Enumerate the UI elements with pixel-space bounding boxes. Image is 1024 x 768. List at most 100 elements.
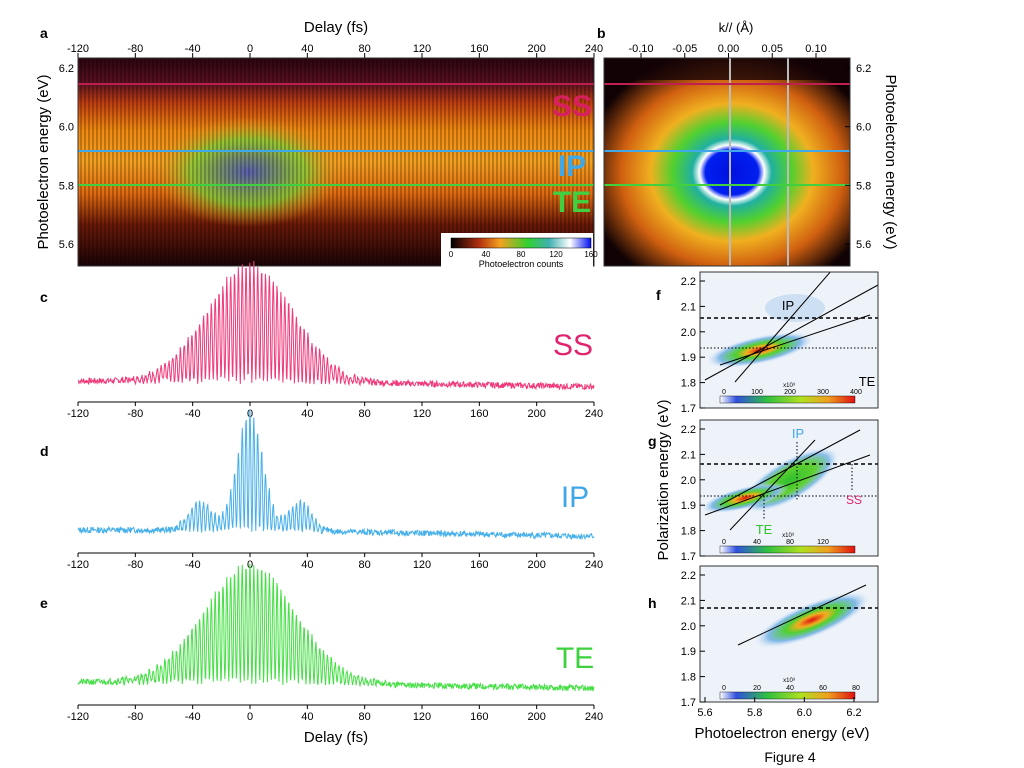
ip-trace: [77, 409, 595, 541]
k-tick-label: -0.10: [628, 43, 653, 55]
pe-x-tick-label: 6.0: [797, 707, 812, 719]
pe-ticks-right: 6.2 6.0 5.8 5.6: [845, 63, 871, 251]
panel-e: e -120 -80 -40 0 40 80 120 160 200 240 TE Delay (…: [40, 563, 603, 746]
delay-tick-label: -40: [185, 43, 201, 55]
panel-g-letter: g: [648, 433, 657, 449]
pe-tick-label-right: 5.8: [856, 180, 871, 192]
delay-tick-label: -120: [67, 43, 89, 55]
pe-tick-label: 5.6: [59, 239, 74, 251]
delay-axis-label-top: Delay (fs): [304, 19, 368, 36]
k-tick-label: 0.10: [805, 43, 826, 55]
panel-f-cb-scale: x10³: [783, 383, 795, 389]
panel-g-te-label: TE: [756, 522, 773, 537]
panel-a-letter: a: [40, 25, 48, 41]
cb-tick-label: 60: [819, 685, 827, 692]
cb-tick-label: 0: [722, 685, 726, 692]
panel-a-ip-label: IP: [558, 150, 586, 183]
panel-f-te-label: TE: [859, 374, 876, 389]
k-ticks-top: -0.10 -0.05 0.00 0.05 0.10: [628, 43, 827, 58]
kpar-axis-label: k// (Å): [719, 20, 754, 35]
cb-tick-label: 300: [817, 389, 829, 396]
delay-tick-label: -80: [127, 408, 143, 420]
pol-tick-label: 2.2: [681, 424, 696, 436]
pe-axis-label-left: Photoelectron energy (eV): [35, 74, 52, 249]
pe-tick-label-right: 6.2: [856, 63, 871, 75]
pol-tick-label: 1.8: [681, 672, 696, 684]
cb-tick-label: 0: [722, 389, 726, 396]
panel-a-colorbar: 0 40 80 120 160 Photoelectron counts: [441, 233, 598, 269]
pol-tick-label: 1.7: [681, 697, 696, 709]
panel-b-letter: b: [597, 25, 606, 41]
delay-tick-label: 160: [470, 711, 488, 723]
ss-trace: [77, 260, 595, 391]
delay-tick-label: 160: [470, 408, 488, 420]
pol-tick-label: 1.8: [681, 378, 696, 390]
pe-tick-label-right: 5.6: [856, 239, 871, 251]
panel-c-state-label: SS: [553, 329, 593, 362]
panel-a-ss-label: SS: [552, 90, 592, 123]
pe-x-tick-label: 5.6: [697, 707, 712, 719]
pol-tick-label: 2.2: [681, 276, 696, 288]
pe-tick-label: 5.8: [59, 180, 74, 192]
colorbar-tick-label: 0: [449, 250, 454, 259]
delay-tick-label: -80: [127, 559, 143, 571]
delay-tick-label: 40: [301, 408, 313, 420]
panel-b: b k// (Å) -0.10 -0.05 0.00 0.05 0.10 6.2 6.0 5…: [597, 20, 899, 267]
cb-tick-label: 120: [817, 539, 829, 546]
delay-tick-label: 120: [413, 43, 431, 55]
delay-tick-label: 240: [585, 408, 603, 420]
delay-tick-label: 40: [301, 559, 313, 571]
delay-tick-label: 160: [470, 559, 488, 571]
pol-tick-label: 1.9: [681, 500, 696, 512]
pol-tick-label: 2.0: [681, 475, 696, 487]
pol-tick-label: 2.0: [681, 327, 696, 339]
delay-tick-label: -120: [67, 711, 89, 723]
pe-x-tick-label: 5.8: [747, 707, 762, 719]
panel-h-peak: [754, 591, 870, 649]
panel-a: a Delay (fs) -120 -80 -40 0 40 80 120 160 200 240…: [35, 19, 603, 269]
pol-tick-label: 1.8: [681, 526, 696, 538]
pe-tick-label: 6.0: [59, 122, 74, 134]
te-trace: [77, 563, 595, 693]
panel-f-letter: f: [656, 287, 661, 303]
delay-tick-label: 200: [527, 711, 545, 723]
delay-tick-label: -120: [67, 408, 89, 420]
pol-axis-label: Polarization energy (eV): [655, 400, 672, 561]
pe-tick-label: 6.2: [59, 63, 74, 75]
delay-tick-label: 80: [359, 711, 371, 723]
delay-tick-label: 200: [527, 559, 545, 571]
k-tick-label: 0.05: [762, 43, 783, 55]
panel-b-heatmap: [604, 58, 850, 266]
pol-tick-label: 2.1: [681, 301, 696, 313]
panel-h: h x10³ 0 20 40 60 80 2.22.12.01.91.81.7 5.6 5…: [648, 565, 879, 742]
delay-tick-label: -40: [185, 711, 201, 723]
panel-a-te-label: TE: [553, 186, 591, 219]
panel-h-cb-scale: x10³: [783, 678, 795, 684]
panel-g-ip-label: IP: [792, 426, 804, 441]
delay-axis-label-bottom: Delay (fs): [304, 729, 368, 746]
panel-d-letter: d: [40, 443, 49, 459]
delay-tick-label: -120: [67, 559, 89, 571]
panel-c-letter: c: [40, 289, 48, 305]
cb-tick-label: 80: [786, 539, 794, 546]
delay-tick-label: -80: [127, 43, 143, 55]
delay-tick-label: 80: [359, 43, 371, 55]
colorbar-label: Photoelectron counts: [479, 259, 564, 269]
pe-axis-label-bottom: Photoelectron energy (eV): [694, 725, 869, 742]
delay-ticks-top: -120 -80 -40 0 40 80 120 160 200 240: [67, 43, 603, 58]
delay-tick-label: 120: [413, 711, 431, 723]
pol-tick-label: 2.0: [681, 621, 696, 633]
k-tick-label: -0.05: [672, 43, 697, 55]
figure-caption: Figure 4: [764, 749, 816, 765]
panel-e-letter: e: [40, 595, 48, 611]
pol-tick-label: 2.1: [681, 595, 696, 607]
pol-tick-label: 1.7: [681, 551, 696, 563]
colorbar-tick-label: 40: [482, 250, 491, 259]
delay-tick-label: 240: [585, 43, 603, 55]
panel-d-state-label: IP: [561, 481, 589, 514]
delay-tick-label: -40: [185, 559, 201, 571]
delay-tick-label: 120: [413, 408, 431, 420]
cb-tick-label: 200: [784, 389, 796, 396]
delay-tick-label: 120: [413, 559, 431, 571]
